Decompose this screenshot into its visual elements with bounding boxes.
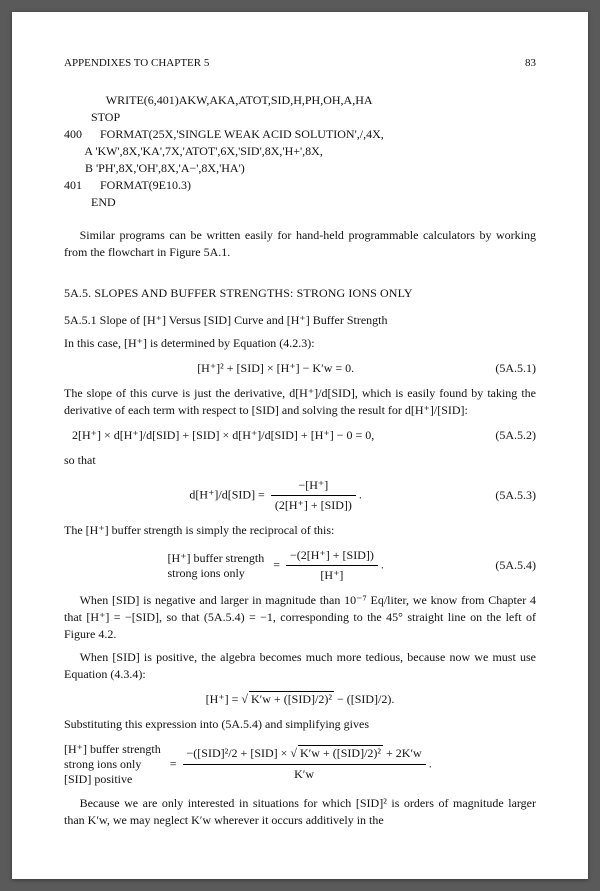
- equation-body: [H⁺] buffer strength strong ions only = …: [64, 547, 487, 584]
- post: − ([SID]/2).: [334, 692, 394, 706]
- fraction: −([SID]²/2 + [SID] × √K′w + ([SID]/2)² +…: [183, 745, 426, 782]
- equation-number: (5A.5.4): [487, 557, 536, 574]
- paragraph: When [SID] is negative and larger in mag…: [64, 592, 536, 643]
- subsection-heading: 5A.5.1 Slope of [H⁺] Versus [SID] Curve …: [64, 312, 536, 329]
- section-heading: 5A.5. SLOPES AND BUFFER STRENGTHS: STRON…: [64, 285, 536, 302]
- numerator: −([SID]²/2 + [SID] × √K′w + ([SID]/2)² +…: [183, 745, 426, 763]
- paragraph: The slope of this curve is just the deri…: [64, 385, 536, 419]
- paragraph: In this case, [H⁺] is determined by Equa…: [64, 335, 536, 352]
- paragraph: When [SID] is positive, the algebra beco…: [64, 649, 536, 683]
- paragraph: Substituting this expression into (5A.5.…: [64, 716, 536, 733]
- equation-number: (5A.5.1): [487, 360, 536, 377]
- pre: −([SID]²/2 + [SID] ×: [187, 746, 291, 760]
- paragraph: Similar programs can be written easily f…: [64, 227, 536, 261]
- page-number: 83: [525, 56, 536, 72]
- paragraph: Because we are only interested in situat…: [64, 795, 536, 829]
- denominator: [H⁺]: [286, 565, 378, 584]
- equation: [H⁺] buffer strength strong ions only = …: [64, 547, 536, 584]
- numerator: −[H⁺]: [271, 477, 356, 495]
- label: strong ions only: [64, 757, 161, 772]
- radicand: K′w + ([SID]/2)²: [249, 691, 334, 706]
- post: + 2K′w: [383, 746, 422, 760]
- sqrt: √K′w + ([SID]/2)²: [290, 745, 383, 762]
- code-line: 400 FORMAT(25X,'SINGLE WEAK ACID SOLUTIO…: [64, 126, 536, 143]
- numerator: −(2[H⁺] + [SID]): [286, 547, 378, 565]
- equation: [H⁺] = √K′w + ([SID]/2)² − ([SID]/2).: [64, 691, 536, 708]
- running-head: APPENDIXES TO CHAPTER 5 83: [64, 56, 536, 72]
- code-line: 401 FORMAT(9E10.3): [64, 177, 536, 194]
- text: The slope of this curve is just the deri…: [64, 386, 289, 400]
- label: [H⁺] buffer strength: [167, 551, 264, 566]
- equation-body: [H⁺] buffer strength strong ions only [S…: [64, 742, 536, 787]
- equation-body: [H⁺]² + [SID] × [H⁺] − K′w = 0.: [64, 360, 487, 377]
- lhs: d[H⁺]/d[SID] =: [189, 487, 267, 501]
- equation-body: d[H⁺]/d[SID] = −[H⁺] (2[H⁺] + [SID]) .: [64, 477, 487, 514]
- equation-body: 2[H⁺] × d[H⁺]/d[SID] + [SID] × d[H⁺]/d[S…: [64, 427, 487, 444]
- denominator: K′w: [183, 764, 426, 783]
- label: strong ions only: [167, 566, 264, 581]
- equation: [H⁺]² + [SID] × [H⁺] − K′w = 0. (5A.5.1): [64, 360, 536, 377]
- equals: =: [273, 558, 283, 572]
- code-line: STOP: [64, 109, 536, 126]
- denominator: (2[H⁺] + [SID]): [271, 495, 356, 514]
- label: [SID] positive: [64, 772, 161, 787]
- code-line: B 'PH',8X,'OH',8X,'A−',8X,'HA'): [64, 160, 536, 177]
- equation: d[H⁺]/d[SID] = −[H⁺] (2[H⁺] + [SID]) . (…: [64, 477, 536, 514]
- lhs-stack: [H⁺] buffer strength strong ions only: [167, 551, 264, 581]
- equation-number: (5A.5.3): [487, 487, 536, 504]
- code-line: WRITE(6,401)AKW,AKA,ATOT,SID,H,PH,OH,A,H…: [64, 92, 536, 109]
- equation-number: (5A.5.2): [487, 427, 536, 444]
- tail: .: [381, 558, 384, 572]
- tail: .: [359, 487, 362, 501]
- page: APPENDIXES TO CHAPTER 5 83 WRITE(6,401)A…: [12, 12, 588, 879]
- pre: [H⁺] =: [206, 692, 242, 706]
- fraction: −[H⁺] (2[H⁺] + [SID]): [271, 477, 356, 514]
- code-line: A 'KW',8X,'KA',7X,'ATOT',6X,'SID',8X,'H+…: [64, 143, 536, 160]
- lhs-stack: [H⁺] buffer strength strong ions only [S…: [64, 742, 161, 787]
- equation: [H⁺] buffer strength strong ions only [S…: [64, 742, 536, 787]
- sqrt: √K′w + ([SID]/2)²: [241, 691, 334, 708]
- equals: =: [170, 756, 180, 770]
- equation: 2[H⁺] × d[H⁺]/d[SID] + [SID] × d[H⁺]/d[S…: [64, 427, 536, 444]
- code-block: WRITE(6,401)AKW,AKA,ATOT,SID,H,PH,OH,A,H…: [64, 92, 536, 211]
- tail: .: [429, 756, 432, 770]
- label: [H⁺] buffer strength: [64, 742, 161, 757]
- header-left: APPENDIXES TO CHAPTER 5: [64, 56, 209, 72]
- paragraph: so that: [64, 452, 536, 469]
- code-line: END: [64, 194, 536, 211]
- fraction: −(2[H⁺] + [SID]) [H⁺]: [286, 547, 378, 584]
- equation-body: [H⁺] = √K′w + ([SID]/2)² − ([SID]/2).: [206, 691, 395, 708]
- radicand: K′w + ([SID]/2)²: [298, 745, 383, 760]
- paragraph: The [H⁺] buffer strength is simply the r…: [64, 522, 536, 539]
